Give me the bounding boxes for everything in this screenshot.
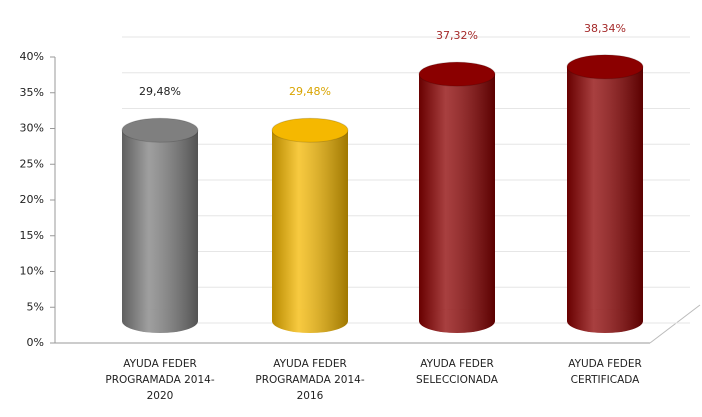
- floor-edge: [649, 304, 701, 344]
- x-tick-label: AYUDA FEDER CERTIFICADA: [568, 358, 642, 386]
- y-tick-label: 10%: [20, 265, 44, 278]
- value-label: 37,32%: [436, 29, 478, 42]
- y-tick-label: 35%: [20, 86, 44, 99]
- y-tick-label: 5%: [27, 300, 44, 313]
- value-label: 29,48%: [139, 85, 181, 98]
- bar-shade: [419, 74, 495, 321]
- y-tick-label: 40%: [20, 50, 44, 63]
- bar-top: [418, 61, 496, 87]
- y-tick-label: 0%: [27, 336, 44, 349]
- x-tick-label: AYUDA FEDER PROGRAMADA 2014-2020: [105, 358, 215, 402]
- y-tick-label: 15%: [20, 229, 44, 242]
- x-tick-label: AYUDA FEDER PROGRAMADA 2014-2016: [255, 358, 365, 402]
- y-tick-label: 30%: [20, 122, 44, 135]
- bar-top: [121, 117, 199, 143]
- value-label: 38,34%: [584, 22, 626, 35]
- bar-bottom-shade: [419, 309, 495, 333]
- value-label: 29,48%: [289, 85, 331, 98]
- bar-top: [566, 54, 644, 80]
- bar-shade: [567, 66, 643, 321]
- bar-bottom-shade: [272, 309, 348, 333]
- bar-top: [271, 117, 349, 143]
- x-tick-label: AYUDA FEDER SELECCIONADA: [416, 358, 498, 386]
- y-tick-label: 25%: [20, 157, 44, 170]
- bar-bottom-shade: [122, 309, 198, 333]
- bar-shade: [272, 130, 348, 321]
- bar-shade: [122, 130, 198, 321]
- y-tick-label: 20%: [20, 193, 44, 206]
- bar-bottom-shade: [567, 309, 643, 333]
